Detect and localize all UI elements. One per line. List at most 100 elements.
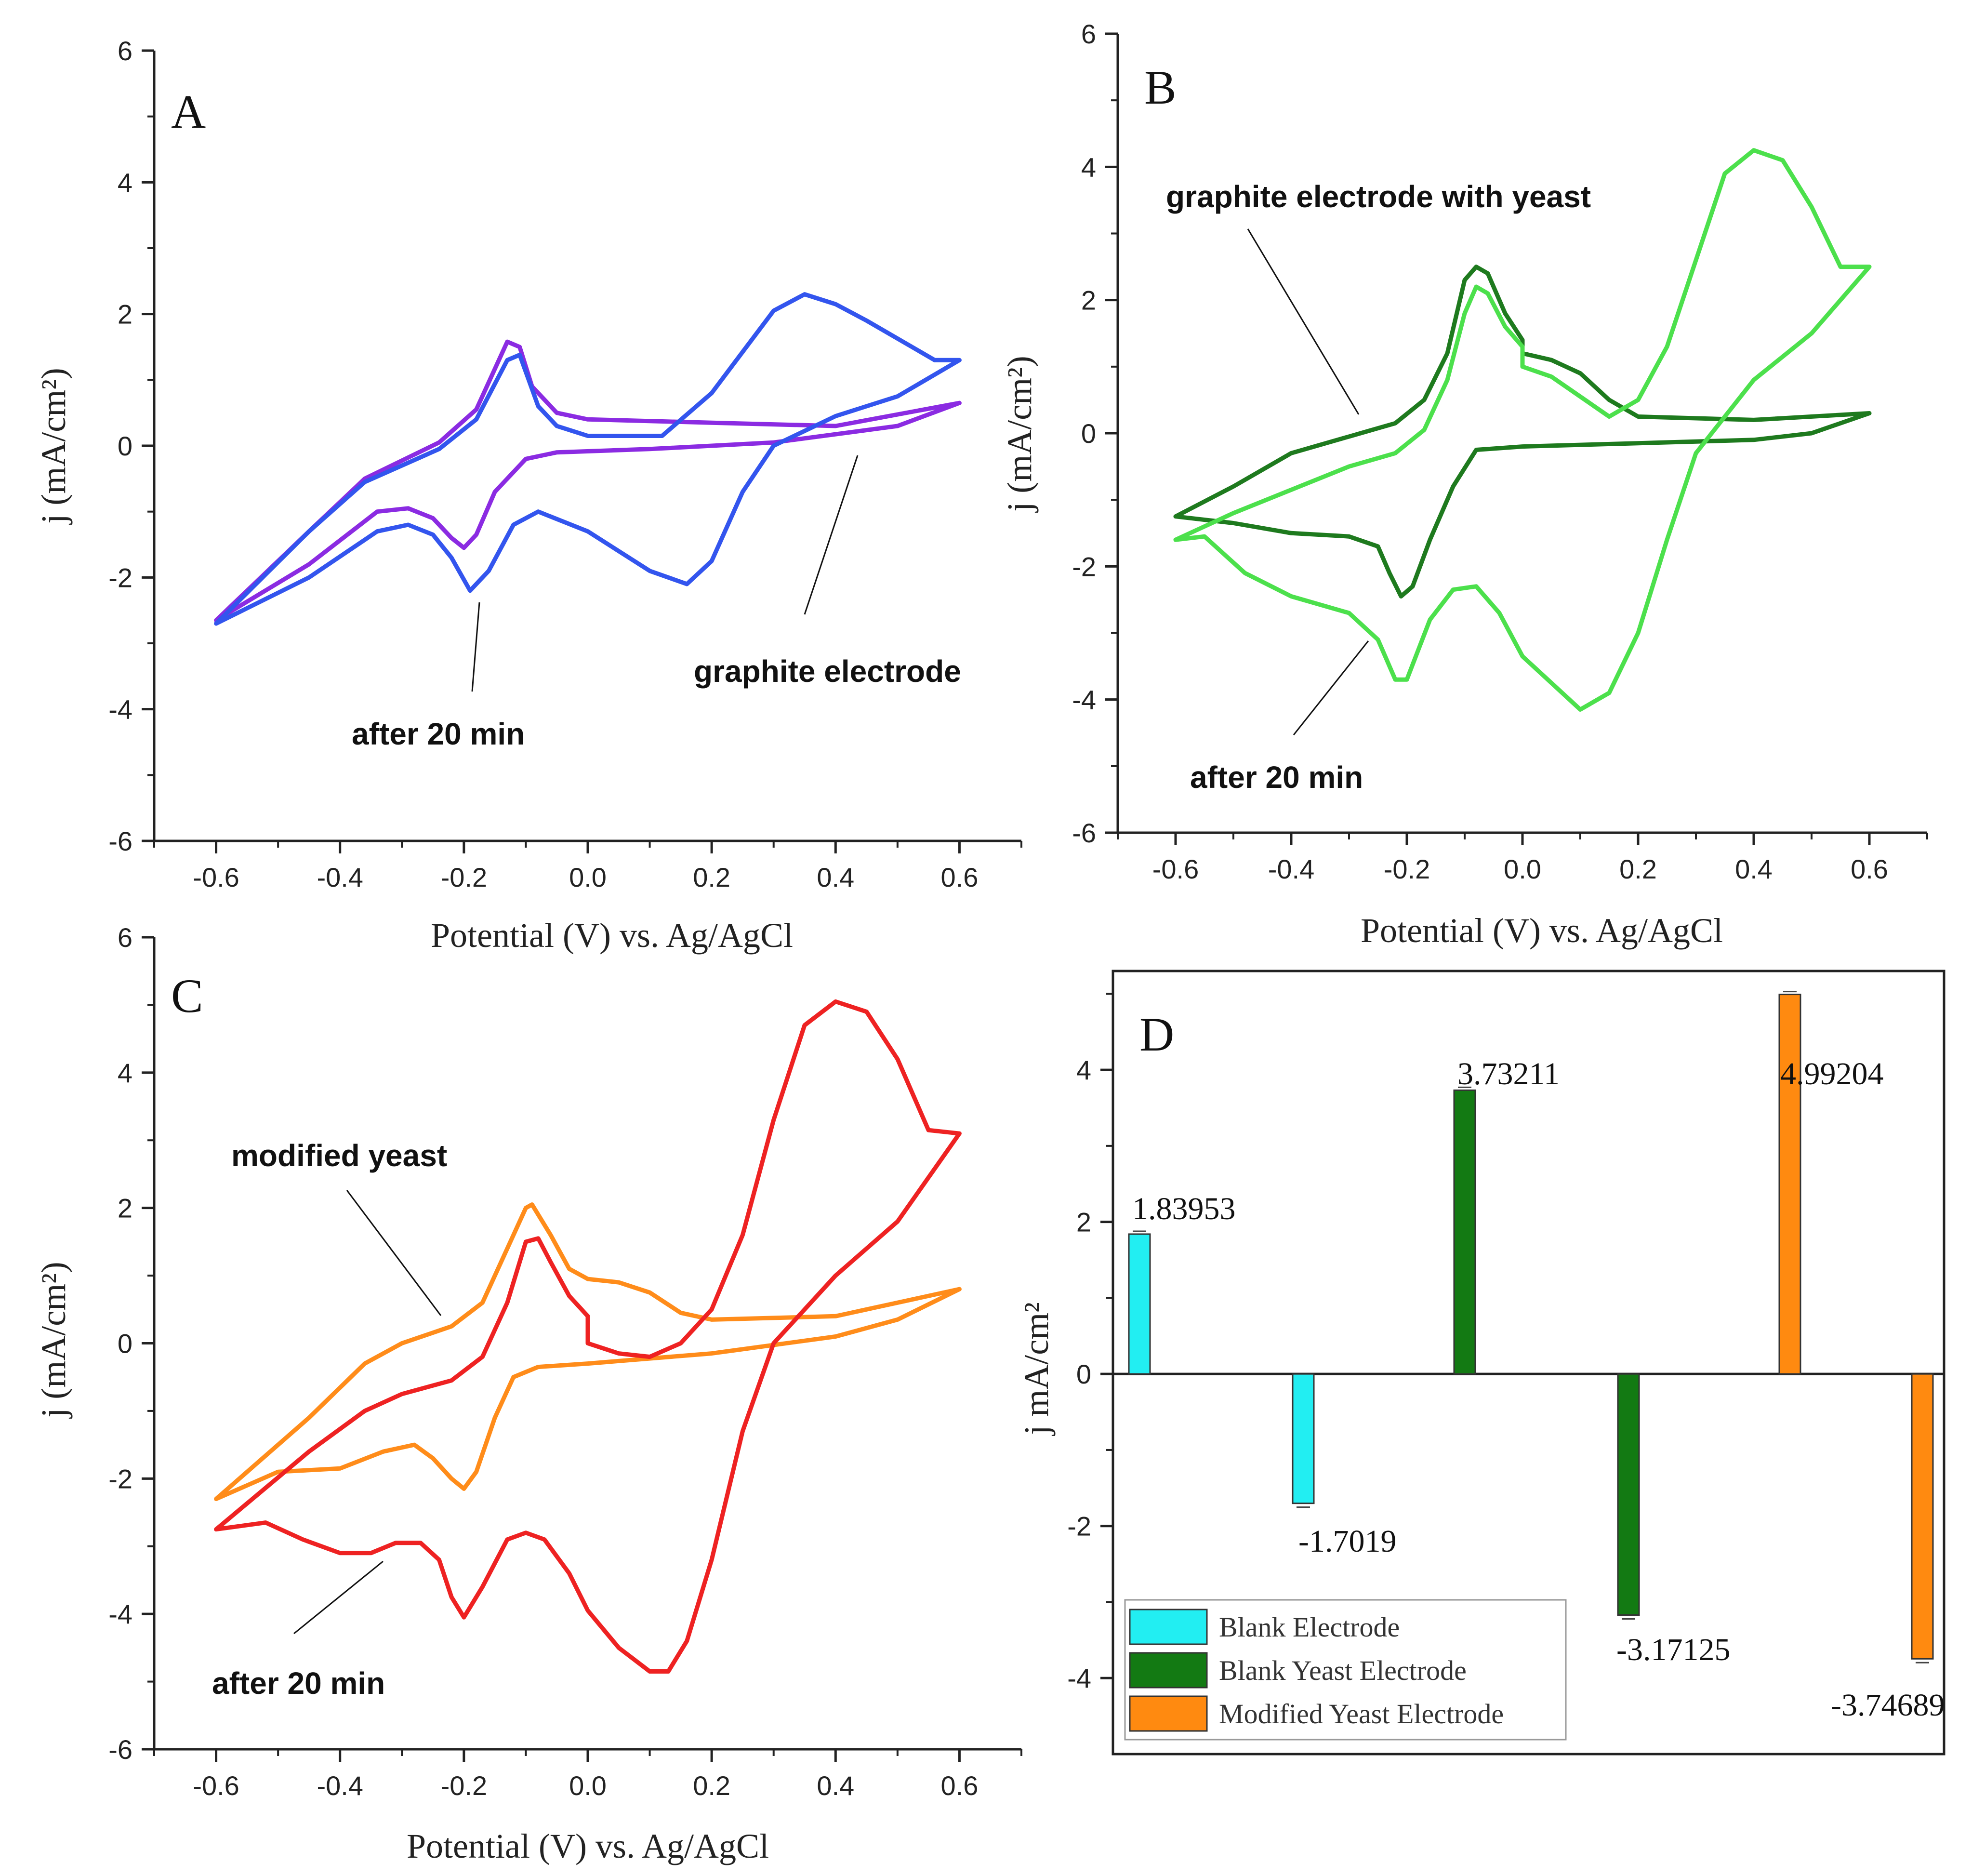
annotation-label: graphite electrode with yeast [1166, 179, 1591, 214]
y-tick-label: -4 [1067, 1663, 1091, 1693]
bar-value-label: 4.99204 [1780, 1056, 1884, 1091]
y-tick-label: 6 [118, 36, 132, 66]
y-axis-title: j mA/cm² [1017, 1302, 1056, 1437]
cv-curve-1 [214, 339, 962, 623]
x-tick-label: 0.6 [1851, 854, 1888, 884]
x-axis-title: Potential (V) vs. Ag/AgCl [407, 1827, 769, 1865]
panel-letter: A [171, 85, 206, 138]
y-tick-label: -6 [108, 1734, 132, 1765]
x-tick-label: 0.0 [569, 862, 607, 892]
y-tick-label: -2 [108, 1464, 132, 1494]
panel-letter: B [1144, 61, 1177, 114]
bar-blank-electrode-negative [1292, 1373, 1315, 1504]
x-tick-label: -0.4 [1268, 854, 1315, 884]
x-tick-label: -0.2 [441, 862, 488, 892]
y-tick-label: -2 [1072, 551, 1096, 582]
annotation-leader-line [293, 1560, 384, 1635]
y-tick-label: 4 [1076, 1055, 1091, 1085]
annotation-label: after 20 min [1190, 760, 1363, 795]
bar-value-label: -3.74689 [1831, 1688, 1945, 1723]
x-tick-label: 0.0 [1504, 854, 1541, 884]
x-tick-label: 0.6 [940, 1770, 978, 1801]
legend: Blank Electrode Blank Yeast Electrode Modi… [1124, 1599, 1567, 1741]
bar-blank-yeast-electrode-negative [1617, 1373, 1640, 1616]
x-tick-label: 0.2 [1619, 854, 1657, 884]
bar-value-label: -3.17125 [1616, 1632, 1730, 1667]
x-tick-label: 0.4 [817, 862, 854, 892]
y-tick-label: 2 [1081, 285, 1096, 316]
annotation-leader-line [1293, 640, 1369, 735]
legend-swatch [1129, 1609, 1208, 1645]
legend-entry: Modified Yeast Electrode [1219, 1698, 1504, 1730]
y-tick-label: 4 [118, 1058, 132, 1088]
bar-blank-yeast-electrode-positive [1453, 1089, 1476, 1375]
x-tick-label: 0.4 [1735, 854, 1773, 884]
x-tick-label: 0.6 [940, 862, 978, 892]
x-tick-label: -0.4 [317, 862, 363, 892]
bar-modified-yeast-electrode-positive [1778, 994, 1801, 1375]
x-tick-label: -0.4 [317, 1770, 363, 1801]
bar-value-label: 3.73211 [1457, 1056, 1560, 1091]
bar-value-label: 1.83953 [1132, 1191, 1236, 1226]
y-tick-label: 0 [1076, 1359, 1091, 1389]
y-tick-label: 2 [1076, 1207, 1091, 1237]
legend-swatch [1129, 1695, 1208, 1732]
y-axis-title: j (mA/cm²) [34, 368, 73, 525]
plot-frame [1112, 970, 1945, 1756]
y-tick-label: -4 [108, 694, 132, 725]
y-tick-label: 6 [118, 922, 132, 953]
y-tick-label: 4 [118, 167, 132, 198]
annotation-label: graphite electrode [694, 654, 961, 689]
cv-curve-2 [214, 292, 962, 626]
cv-curve-2 [1173, 148, 1872, 712]
bar-blank-electrode-positive [1128, 1233, 1151, 1375]
y-tick-label: 4 [1081, 152, 1096, 182]
x-axis-title: Potential (V) vs. Ag/AgCl [1361, 911, 1723, 950]
y-tick-label: -2 [108, 562, 132, 593]
annotation-label: after 20 min [212, 1666, 385, 1701]
legend-entry: Blank Yeast Electrode [1219, 1655, 1467, 1686]
panel-d: -4 -2 0 2 4 j mA/cm² D 1.83953 -1.7019 3.73211 -3.… [1017, 970, 1945, 1756]
panel-a: -0.6 -0.4 -0.2 0.0 0.2 0.4 0.6 -6 -4 -2 0 2 4 6 Potent… [34, 36, 1022, 955]
y-tick-label: 2 [118, 299, 132, 330]
panel-b: -0.6 -0.4 -0.2 0.0 0.2 0.4 0.6 -6 -4 -2 0 2 4 6 Potent… [1000, 19, 1928, 950]
annotation-leader-line [471, 602, 480, 692]
annotation-leader-line [346, 1190, 442, 1316]
y-tick-label: -6 [108, 826, 132, 856]
annotation-leader-line [1247, 228, 1360, 415]
panel-c: -0.6 -0.4 -0.2 0.0 0.2 0.4 0.6 -6 -4 -2 0 2 4 6 Potent… [34, 922, 1022, 1865]
panel-letter: D [1139, 1008, 1174, 1061]
y-axis-title: j (mA/cm²) [1000, 356, 1039, 513]
y-tick-label: -2 [1067, 1511, 1091, 1542]
x-tick-label: 0.2 [693, 1770, 730, 1801]
y-tick-label: -4 [108, 1599, 132, 1629]
y-tick-label: -4 [1072, 685, 1096, 715]
y-tick-label: -6 [1072, 818, 1096, 848]
y-tick-label: 6 [1081, 19, 1096, 49]
y-axis-title: j (mA/cm²) [34, 1262, 73, 1419]
x-tick-label: -0.2 [441, 1770, 488, 1801]
panel-letter: C [171, 969, 203, 1023]
legend-swatch [1129, 1652, 1208, 1689]
x-tick-label: -0.6 [1152, 854, 1199, 884]
y-tick-label: 2 [118, 1193, 132, 1224]
cv-curve-1 [214, 1202, 962, 1501]
annotation-label: after 20 min [352, 717, 525, 751]
x-tick-label: 0.2 [693, 862, 730, 892]
annotation-label: modified yeast [231, 1138, 447, 1173]
bar-modified-yeast-electrode-negative [1911, 1373, 1934, 1660]
x-tick-label: -0.6 [193, 862, 239, 892]
bar-value-label: -1.7019 [1298, 1524, 1396, 1559]
y-tick-label: 0 [118, 431, 132, 461]
x-tick-label: 0.4 [817, 1770, 854, 1801]
x-tick-label: 0.0 [569, 1770, 607, 1801]
y-tick-label: 0 [1081, 418, 1096, 449]
annotation-leader-line [804, 455, 859, 615]
cv-curve-1 [1173, 265, 1872, 599]
y-tick-label: 0 [118, 1329, 132, 1359]
legend-entry: Blank Electrode [1219, 1611, 1400, 1643]
x-tick-label: -0.2 [1384, 854, 1430, 884]
x-tick-label: -0.6 [193, 1770, 239, 1801]
x-axis-title: Potential (V) vs. Ag/AgCl [431, 916, 793, 955]
